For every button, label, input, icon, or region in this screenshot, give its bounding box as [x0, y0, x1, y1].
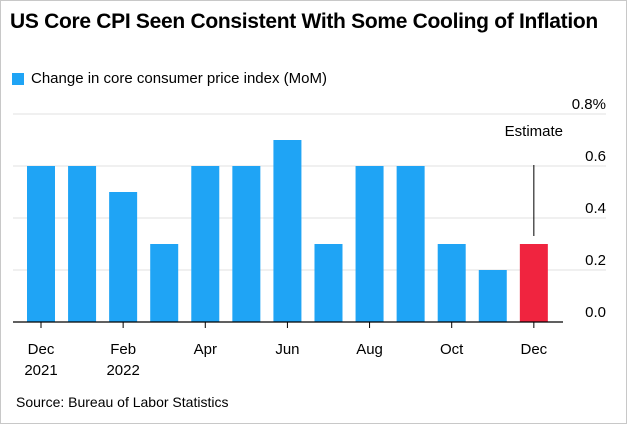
y-tick-label: 0.8%: [572, 96, 606, 113]
x-tick-label: Feb: [110, 341, 136, 358]
legend-swatch: [12, 73, 24, 85]
bars: [27, 140, 548, 322]
axes: [13, 165, 563, 328]
bar: [150, 244, 179, 322]
chart-title: US Core CPI Seen Consistent With Some Co…: [10, 10, 598, 33]
x-tick-label-year: 2022: [106, 362, 139, 379]
bar: [27, 166, 55, 322]
estimate-annotation-label: Estimate: [505, 123, 563, 140]
y-tick-label: 0.0: [585, 304, 606, 321]
bar: [109, 192, 138, 322]
bar: [68, 166, 97, 322]
bar: [355, 166, 384, 322]
x-tick-label: Oct: [440, 341, 464, 358]
source-note: Source: Bureau of Labor Statistics: [16, 394, 229, 410]
tick-labels: 0.0 0.2 0.4 0.6 0.8% Dec 2021 Feb 2022 Apr Jun Aug O…: [24, 96, 606, 379]
bar: [273, 140, 302, 322]
x-tick-label-year: 2021: [24, 362, 57, 379]
bar: [314, 244, 343, 322]
x-tick-label: Aug: [356, 341, 383, 358]
bar: [478, 270, 507, 322]
x-tick-label: Dec: [520, 341, 547, 358]
bar: [232, 166, 261, 322]
bar-estimate: [519, 244, 548, 322]
x-tick-label: Apr: [194, 341, 217, 358]
bar: [437, 244, 466, 322]
x-tick-label: Dec: [28, 341, 55, 358]
y-tick-label: 0.4: [585, 200, 606, 217]
legend-label: Change in core consumer price index (MoM…: [31, 70, 327, 87]
y-tick-label: 0.2: [585, 252, 606, 269]
x-tick-label: Jun: [275, 341, 299, 358]
y-tick-label: 0.6: [585, 148, 606, 165]
bar: [396, 166, 425, 322]
bar: [191, 166, 220, 322]
legend: Change in core consumer price index (MoM…: [12, 70, 327, 88]
